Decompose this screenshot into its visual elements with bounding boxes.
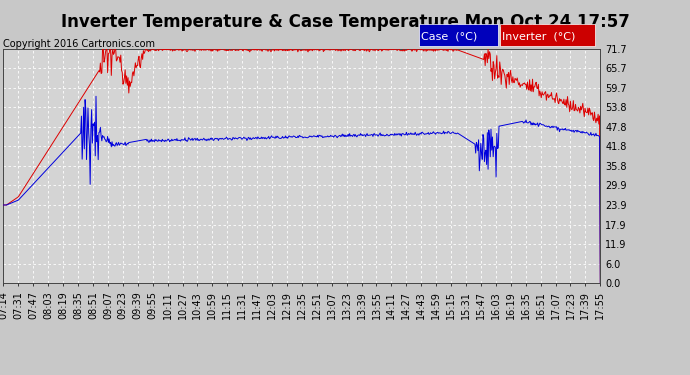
Text: Case  (°C): Case (°C)	[421, 32, 477, 42]
Text: Copyright 2016 Cartronics.com: Copyright 2016 Cartronics.com	[3, 39, 155, 50]
Text: Inverter  (°C): Inverter (°C)	[502, 32, 575, 42]
Text: Inverter Temperature & Case Temperature Mon Oct 24 17:57: Inverter Temperature & Case Temperature …	[61, 13, 629, 31]
